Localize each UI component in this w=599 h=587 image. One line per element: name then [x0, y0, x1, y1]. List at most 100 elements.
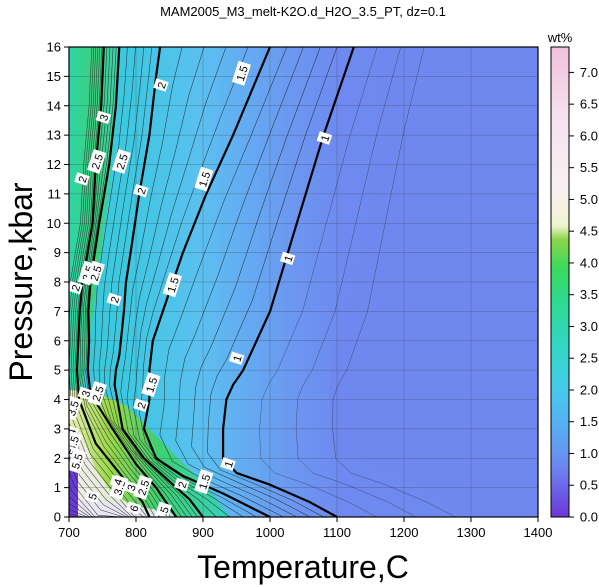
contour-label-text: 2	[156, 81, 169, 91]
contour-label: 1.5	[231, 60, 252, 86]
contour-label: 2	[69, 280, 83, 295]
x-axis-ticks: 700 800 900 1000 1100 1200 1300 1400	[58, 517, 552, 540]
contour-label-box	[133, 474, 153, 500]
contour-label-box	[152, 501, 172, 517]
contour-label: 5.5	[152, 501, 172, 523]
minor-contour-line	[109, 47, 198, 517]
contour-label: 2	[74, 172, 90, 186]
minor-contour-line	[69, 47, 93, 300]
contour-label: 1	[220, 457, 236, 471]
contour-line-2-5	[86, 47, 178, 517]
x-tick-label: 1200	[390, 525, 419, 540]
contour-label-box	[228, 351, 245, 366]
contour-label-box	[69, 280, 83, 295]
colorbar-ticks: 0.0 0.5 1.0 1.5 2.0 2.5 3.0 3.5 4.0 4.5 5.0 5.5 6.0 6…	[569, 65, 598, 525]
contour-label-box	[85, 260, 105, 286]
colorbar-tick-label: 4.0	[580, 255, 598, 270]
y-tick-label: 6	[54, 333, 61, 348]
minor-contour-line	[332, 47, 456, 517]
y-tick-label: 9	[54, 245, 61, 260]
x-tick-label: 1300	[457, 525, 486, 540]
y-tick-label: 7	[54, 304, 61, 319]
contour-label-box	[125, 501, 142, 515]
minor-contour-line	[191, 47, 321, 517]
contour-label-text: 2.5	[90, 153, 106, 171]
grid	[69, 47, 538, 517]
contour-label-text: 3	[98, 113, 111, 123]
colorbar-tick-label: 5.5	[580, 160, 598, 175]
contour-label-text: 2.5	[89, 264, 105, 282]
x-tick-label: 700	[58, 525, 80, 540]
colorbar	[550, 46, 570, 518]
contour-label: 1.5	[141, 372, 161, 398]
contour-label-text: 1.5	[197, 170, 213, 188]
contour-label-text: 4	[66, 427, 79, 437]
minor-contour-line	[70, 47, 99, 400]
colorbar-tick-label: 3.5	[580, 287, 598, 302]
contour-label-text: 2	[77, 175, 90, 185]
y-tick-label: 15	[47, 69, 61, 84]
colorbar-tick-label: 0.5	[580, 478, 598, 493]
contour-label-box	[74, 172, 90, 186]
contour-label-text: 1	[231, 354, 244, 364]
contour-label-text: 2.5	[136, 479, 152, 497]
contour-label-text: 3	[126, 483, 139, 493]
contour-label-box	[279, 251, 296, 266]
contour-label-box	[87, 148, 107, 174]
contour-label: 2.5	[87, 148, 107, 174]
contour-line-1	[222, 47, 355, 517]
contour-label-box	[133, 398, 149, 413]
contour-label: 2.5	[87, 380, 107, 406]
contour-label: 2	[133, 398, 149, 413]
contour-field: 11111.51.51.51.51.522222222.52.52.52.52.…	[66, 47, 538, 523]
contour-labels: 11111.51.51.51.51.522222222.52.52.52.52.…	[66, 60, 333, 523]
contour-label-box	[109, 474, 126, 489]
contour-label-box	[194, 166, 214, 192]
contour-label-text: 2	[176, 480, 189, 490]
minor-contour-line	[69, 47, 95, 400]
y-tick-label: 0	[54, 510, 61, 525]
contour-label: 3	[77, 386, 93, 401]
contour-label: 5	[84, 489, 100, 504]
contour-label: 2	[106, 292, 122, 307]
contour-label-box	[231, 60, 252, 86]
minor-contour-line	[259, 47, 378, 517]
minor-contour-line	[132, 47, 244, 517]
contour-label-text: 2.5	[115, 153, 131, 171]
contour-label-box	[133, 183, 149, 198]
y-tick-label: 13	[47, 128, 61, 143]
contour-label: 1.5	[194, 469, 214, 495]
y-tick-label: 12	[47, 157, 61, 172]
contour-label-box	[194, 469, 214, 495]
minor-contour-line	[206, 47, 338, 517]
contour-label-box	[153, 78, 169, 92]
contour-label-text: 2	[70, 283, 83, 293]
contour-line-1-5	[142, 47, 272, 517]
x-axis-label: Temperature,C	[197, 549, 409, 585]
contour-label-text: 1.5	[235, 65, 251, 83]
contour-label: 5.5	[69, 448, 87, 474]
colorbar-tick-label: 2.5	[580, 351, 598, 366]
y-tick-label: 4	[54, 392, 61, 407]
contour-label-text: 5.5	[156, 505, 172, 523]
contour-label-text: 5.5	[70, 452, 86, 470]
contour-label: 2.5	[133, 474, 153, 500]
y-tick-label: 2	[54, 451, 61, 466]
contour-label: 2.5	[85, 260, 105, 286]
contour-label-text: 1.5	[197, 473, 213, 491]
contour-label-text: 1	[223, 460, 236, 470]
contour-label: 2	[133, 183, 149, 198]
y-tick-label: 14	[47, 98, 61, 113]
y-tick-label: 1	[54, 480, 61, 495]
contour-line-2	[113, 47, 204, 517]
contour-label-box	[173, 477, 190, 492]
x-tick-label: 900	[192, 525, 214, 540]
y-tick-label: 3	[54, 421, 61, 436]
colorbar-tick-label: 1.5	[580, 414, 598, 429]
contour-label-box	[220, 457, 236, 471]
contour-label-box	[106, 292, 122, 307]
contour-label: 3	[123, 480, 139, 495]
minor-contour-line	[120, 47, 217, 517]
